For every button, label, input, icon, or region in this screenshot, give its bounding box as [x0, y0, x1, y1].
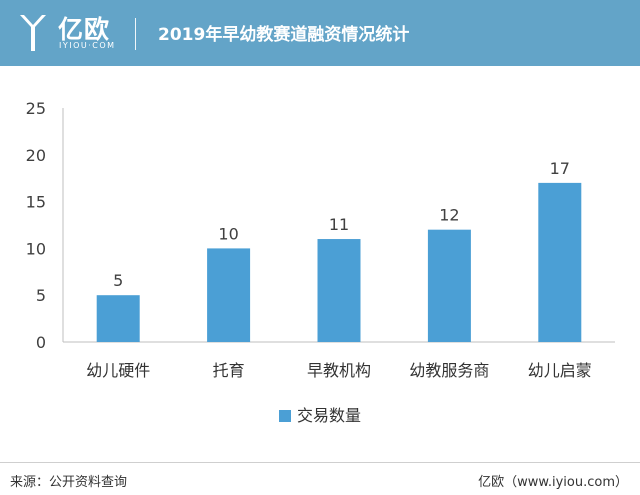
bar-chart: 0 5 10 15 20 25 5 幼儿硬件 10 托育 11 早教机构 12 幼教服务商 17 幼儿启蒙交易…: [26, 99, 615, 425]
page-title: 2019年早幼教赛道融资情况统计: [158, 25, 410, 45]
data-label: 12: [439, 206, 459, 225]
x-tick-label: 幼儿启蒙: [528, 361, 592, 380]
y-tick-label: 15: [26, 193, 46, 212]
y-tick-label: 10: [26, 239, 46, 258]
brand-credit: 亿欧（www.iyiou.com）: [478, 475, 628, 490]
bar: [317, 239, 361, 342]
legend-label: 交易数量: [297, 406, 361, 425]
bar: [96, 295, 140, 342]
data-label: 10: [218, 224, 238, 243]
legend-swatch: [279, 410, 291, 422]
bar: [207, 248, 251, 342]
bar: [538, 182, 582, 342]
data-label: 5: [113, 271, 123, 290]
iyiou-logo-icon: [20, 15, 46, 51]
y-tick-label: 20: [26, 146, 46, 165]
data-label: 11: [329, 215, 349, 234]
bar: [427, 229, 471, 342]
x-tick-label: 幼教服务商: [409, 361, 489, 380]
source-note: 来源：公开资料查询: [10, 475, 128, 490]
header-divider: [135, 18, 136, 50]
y-tick-label: 5: [36, 286, 46, 305]
header-banner: 亿欧 IYIOU·COM 2019年早幼教赛道融资情况统计: [0, 0, 640, 66]
x-tick-label: 幼儿硬件: [86, 361, 150, 380]
footer-divider: [0, 462, 640, 463]
data-label: 17: [550, 159, 570, 178]
logo-text: 亿欧: [58, 15, 111, 44]
y-tick-label: 0: [36, 333, 46, 352]
y-tick-label: 25: [26, 99, 46, 118]
logo-domain-text: IYIOU·COM: [59, 41, 116, 50]
x-tick-label: 托育: [213, 361, 245, 380]
x-tick-label: 早教机构: [307, 361, 371, 380]
